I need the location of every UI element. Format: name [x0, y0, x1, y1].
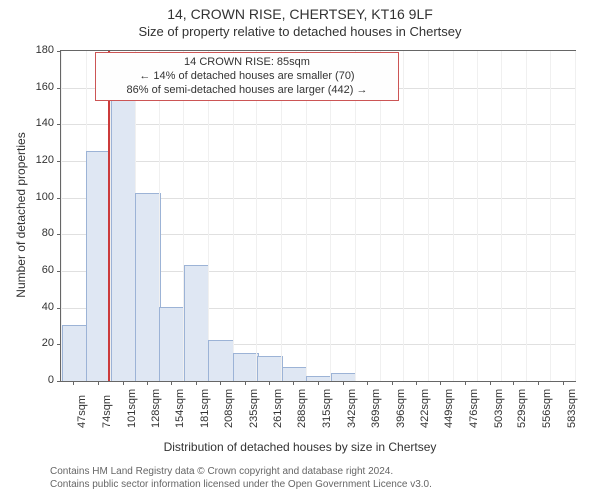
x-tick-label: 128sqm — [150, 389, 162, 428]
x-tick-mark — [269, 381, 270, 385]
x-tick-label: 449sqm — [443, 389, 455, 428]
x-tick-label: 74sqm — [101, 395, 113, 428]
histogram-bar — [159, 307, 185, 381]
x-tick-mark — [147, 381, 148, 385]
annotation-line-3: 86% of semi-detached houses are larger (… — [102, 84, 392, 98]
chart-title-sub: Size of property relative to detached ho… — [0, 24, 600, 39]
y-tick-label: 120 — [26, 154, 54, 166]
x-tick-label: 503sqm — [493, 389, 505, 428]
gridline-v — [428, 51, 429, 381]
histogram-bar — [233, 353, 259, 382]
x-tick-label: 101sqm — [126, 389, 138, 428]
histogram-bar — [184, 265, 210, 382]
x-tick-label: 154sqm — [174, 389, 186, 428]
x-tick-label: 235sqm — [248, 389, 260, 428]
x-tick-label: 288sqm — [296, 389, 308, 428]
footer-credits: Contains HM Land Registry data © Crown c… — [50, 466, 432, 491]
gridline-v — [403, 51, 404, 381]
x-tick-label: 422sqm — [419, 389, 431, 428]
x-tick-label: 342sqm — [346, 389, 358, 428]
x-tick-mark — [465, 381, 466, 385]
chart-title-main: 14, CROWN RISE, CHERTSEY, KT16 9LF — [0, 6, 600, 22]
x-tick-label: 556sqm — [541, 389, 553, 428]
figure: 14, CROWN RISE, CHERTSEY, KT16 9LF Size … — [0, 0, 600, 500]
gridline-v — [526, 51, 527, 381]
x-tick-label: 208sqm — [223, 389, 235, 428]
x-tick-label: 529sqm — [516, 389, 528, 428]
x-tick-label: 583sqm — [566, 389, 578, 428]
reference-annotation: 14 CROWN RISE: 85sqm ← 14% of detached h… — [95, 52, 399, 101]
x-tick-label: 315sqm — [321, 389, 333, 428]
gridline-v — [501, 51, 502, 381]
y-tick-label: 80 — [26, 227, 54, 239]
y-tick-label: 40 — [26, 301, 54, 313]
gridline-v — [477, 51, 478, 381]
x-tick-mark — [392, 381, 393, 385]
y-tick-mark — [57, 381, 61, 382]
histogram-bar — [331, 373, 357, 381]
x-tick-mark — [367, 381, 368, 385]
x-tick-mark — [563, 381, 564, 385]
x-tick-mark — [220, 381, 221, 385]
x-tick-label: 47sqm — [76, 395, 88, 428]
x-tick-mark — [490, 381, 491, 385]
histogram-bar — [111, 79, 137, 381]
gridline-v — [550, 51, 551, 381]
gridline-h — [61, 161, 575, 162]
annotation-line-1: 14 CROWN RISE: 85sqm — [102, 56, 392, 70]
x-tick-mark — [98, 381, 99, 385]
gridline-h — [61, 124, 575, 125]
gridline-v — [453, 51, 454, 381]
y-tick-label: 140 — [26, 117, 54, 129]
footer-line-1: Contains HM Land Registry data © Crown c… — [50, 466, 432, 479]
y-tick-label: 20 — [26, 337, 54, 349]
y-axis-label: Number of detached properties — [14, 50, 28, 380]
y-tick-label: 160 — [26, 81, 54, 93]
x-tick-mark — [171, 381, 172, 385]
x-tick-mark — [196, 381, 197, 385]
x-tick-mark — [245, 381, 246, 385]
y-tick-label: 60 — [26, 264, 54, 276]
footer-line-2: Contains public sector information licen… — [50, 479, 432, 492]
x-tick-label: 181sqm — [199, 389, 211, 428]
x-tick-mark — [318, 381, 319, 385]
x-tick-label: 261sqm — [272, 389, 284, 428]
x-tick-label: 396sqm — [395, 389, 407, 428]
histogram-bar — [282, 367, 308, 381]
y-tick-label: 100 — [26, 191, 54, 203]
annotation-line-2: ← 14% of detached houses are smaller (70… — [102, 70, 392, 84]
histogram-bar — [62, 325, 88, 381]
x-axis-label: Distribution of detached houses by size … — [0, 440, 600, 454]
x-tick-mark — [343, 381, 344, 385]
y-tick-label: 0 — [26, 374, 54, 386]
gridline-v — [575, 51, 576, 381]
x-tick-mark — [123, 381, 124, 385]
x-tick-label: 369sqm — [370, 389, 382, 428]
x-tick-mark — [513, 381, 514, 385]
x-tick-label: 476sqm — [468, 389, 480, 428]
x-tick-mark — [293, 381, 294, 385]
histogram-bar — [257, 356, 283, 381]
y-tick-label: 180 — [26, 44, 54, 56]
x-tick-mark — [538, 381, 539, 385]
x-tick-mark — [440, 381, 441, 385]
x-tick-mark — [416, 381, 417, 385]
histogram-bar — [208, 340, 234, 381]
histogram-bar — [135, 193, 161, 381]
x-tick-mark — [73, 381, 74, 385]
